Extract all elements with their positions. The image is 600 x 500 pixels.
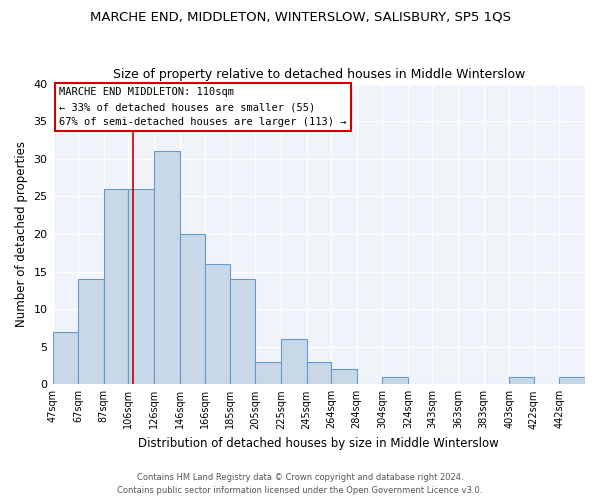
Bar — [281, 339, 307, 384]
Bar — [154, 151, 179, 384]
X-axis label: Distribution of detached houses by size in Middle Winterslow: Distribution of detached houses by size … — [139, 437, 499, 450]
Bar — [205, 264, 230, 384]
Bar — [53, 332, 78, 384]
Bar — [382, 377, 408, 384]
Bar — [559, 377, 585, 384]
Bar — [128, 189, 154, 384]
Bar — [104, 189, 128, 384]
Text: MARCHE END, MIDDLETON, WINTERSLOW, SALISBURY, SP5 1QS: MARCHE END, MIDDLETON, WINTERSLOW, SALIS… — [89, 10, 511, 23]
Text: MARCHE END MIDDLETON: 110sqm
← 33% of detached houses are smaller (55)
67% of se: MARCHE END MIDDLETON: 110sqm ← 33% of de… — [59, 88, 346, 127]
Bar — [307, 362, 331, 384]
Bar — [255, 362, 281, 384]
Bar — [179, 234, 205, 384]
Text: Contains HM Land Registry data © Crown copyright and database right 2024.
Contai: Contains HM Land Registry data © Crown c… — [118, 474, 482, 495]
Bar — [509, 377, 533, 384]
Bar — [78, 279, 104, 384]
Title: Size of property relative to detached houses in Middle Winterslow: Size of property relative to detached ho… — [113, 68, 525, 81]
Bar — [230, 279, 255, 384]
Bar — [331, 370, 356, 384]
Y-axis label: Number of detached properties: Number of detached properties — [15, 141, 28, 327]
